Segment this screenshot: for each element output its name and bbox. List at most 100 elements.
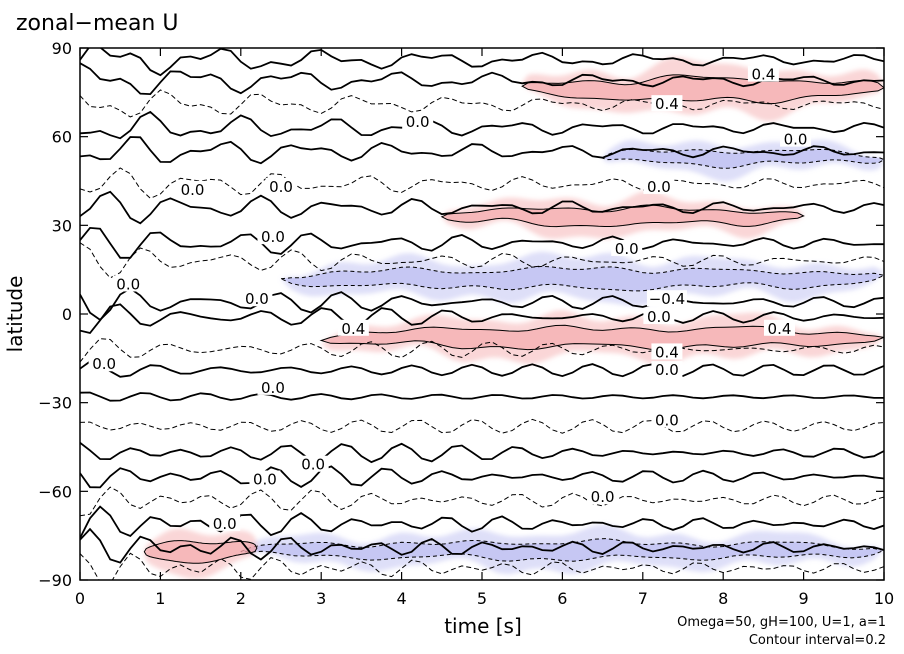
x-axis: 0 1 2 3 4 5 6 7 8 9 10 (75, 48, 894, 608)
chart-title: zonal−mean U (16, 11, 178, 36)
x-tick-label: 3 (316, 589, 326, 608)
negative-contour-line (80, 242, 884, 279)
contour-label-bg (643, 177, 675, 194)
contour-label-bg (257, 228, 289, 245)
y-tick-label: −30 (38, 394, 72, 413)
y-tick-label: 60 (52, 128, 72, 147)
zero-contour-line (80, 391, 884, 402)
contour-label-bg (177, 180, 209, 197)
contour-label: 0.4 (768, 320, 792, 338)
contour-label-bg (651, 343, 683, 360)
contour-label-bg (88, 355, 120, 372)
contour-label: 0.0 (245, 290, 269, 308)
contour-label: 0.0 (181, 181, 205, 199)
contour-label-bg (241, 290, 273, 307)
contour-label-bg (651, 411, 683, 428)
contour-label-bg (265, 177, 297, 194)
contour-label: 0.0 (655, 361, 679, 379)
zero-contour-line (80, 136, 884, 165)
contour-label: 0.0 (253, 471, 277, 489)
contour-label-bg (402, 112, 434, 129)
x-tick-label: 0 (75, 589, 85, 608)
zero-contour-line (80, 527, 884, 564)
zero-contour-line (80, 62, 884, 96)
zero-contour-line (80, 190, 884, 225)
contour-interval-note: Contour interval=0.2 (749, 633, 886, 648)
contour-label-bg (780, 130, 812, 147)
x-axis-label: time [s] (444, 614, 522, 638)
y-tick-label: −90 (38, 571, 72, 590)
contour-label: 0.0 (213, 515, 237, 533)
contour-lines (80, 48, 884, 580)
negative-contour-line (80, 486, 884, 517)
y-tick-label: 30 (52, 216, 72, 235)
parameters-note: Omega=50, gH=100, U=1, a=1 (677, 615, 886, 630)
jet-core-positive (319, 324, 884, 351)
contour-label-bg (209, 514, 241, 531)
contour-label: 0.0 (647, 178, 671, 196)
negative-contour-line (80, 167, 884, 199)
contour-label-bg (297, 455, 329, 472)
contour-label-bg (337, 319, 369, 336)
zero-contour-line (80, 303, 884, 335)
jet-core-negative (601, 149, 884, 169)
contour-label: 0.0 (116, 275, 140, 293)
y-tick-label: 0 (62, 305, 72, 324)
contour-label: 0.0 (784, 131, 808, 149)
contour-label: 0.4 (655, 95, 679, 113)
contour-label-bg (651, 95, 683, 112)
x-tick-label: 10 (874, 589, 894, 608)
jet-core-positive (143, 540, 258, 564)
jet-core-negative (279, 265, 884, 292)
negative-contour-line (80, 338, 884, 363)
contour-label-bg (587, 488, 619, 505)
contour-label: 0.0 (92, 355, 116, 373)
contour-label: 0.0 (647, 308, 671, 326)
y-tick-label: 90 (52, 39, 72, 58)
contour-label: 0.0 (261, 228, 285, 246)
zero-contour-line (80, 465, 884, 489)
contour-label: 0.4 (341, 320, 365, 338)
contour-label-bg (249, 470, 281, 487)
zero-contour-line (80, 110, 884, 140)
jet-core-positive (440, 204, 805, 228)
x-tick-label: 7 (638, 589, 648, 608)
x-tick-label: 2 (236, 589, 246, 608)
contour-label-bg (611, 239, 643, 256)
zero-contour-line (80, 226, 884, 259)
zero-contour-line (80, 287, 884, 321)
contour-label: 0.0 (615, 240, 639, 258)
x-tick-label: 6 (557, 589, 567, 608)
y-axis: 90 60 30 0 −30 −60 −90 (38, 39, 884, 590)
contour-label-bg (643, 307, 675, 324)
x-tick-label: 1 (155, 589, 165, 608)
x-tick-label: 8 (718, 589, 728, 608)
x-tick-label: 5 (477, 589, 487, 608)
jet-core-positive (521, 74, 884, 105)
negative-contour-line (80, 418, 884, 434)
x-tick-label: 4 (397, 589, 407, 608)
contour-label: 0.0 (406, 113, 430, 131)
contour-label-bg (763, 319, 795, 336)
contour-label-bg (257, 378, 289, 395)
contour-label-bg (747, 65, 779, 82)
contour-labels: 0.40.40.00.00.0 0.0 0.00.00.00.00.0 −0.40.0… (88, 65, 812, 533)
contour-label: 0.4 (655, 343, 679, 361)
contour-label: 0.0 (269, 178, 293, 196)
x-tick-label: 9 (799, 589, 809, 608)
contour-label-bg (651, 361, 683, 378)
zero-contour-line (80, 441, 884, 464)
y-axis-label: latitude (3, 276, 27, 353)
contour-label-bg (112, 275, 144, 292)
contour-label-bg (646, 290, 687, 307)
plot-area: 0.40.40.00.00.0 0.0 0.00.00.00.00.0 −0.40.0… (80, 48, 884, 580)
contour-label: −0.4 (649, 290, 685, 308)
contour-label: 0.0 (261, 379, 285, 397)
contour-label: 0.0 (301, 456, 325, 474)
y-tick-label: −60 (38, 482, 72, 501)
zero-contour-line (80, 48, 884, 77)
negative-contour-line (80, 552, 884, 580)
zero-contour-line (80, 360, 884, 378)
contour-label: 0.4 (751, 66, 775, 84)
